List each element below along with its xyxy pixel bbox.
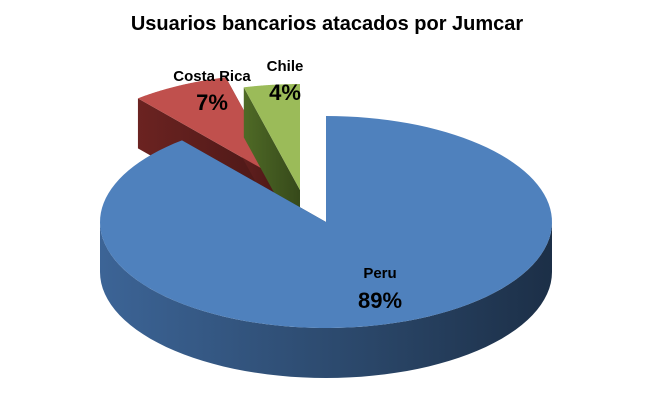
slice-peru xyxy=(100,116,552,328)
slice-side-peru xyxy=(100,222,552,378)
slice-costa-rica xyxy=(137,77,282,180)
value-chile: 4% xyxy=(269,80,301,105)
slice-chile xyxy=(243,84,300,190)
value-costa-rica: 7% xyxy=(196,90,228,115)
label-chile: Chile xyxy=(267,58,304,75)
label-peru: Peru xyxy=(363,265,396,282)
chart-title: Usuarios bancarios atacados por Jumcar xyxy=(131,13,524,35)
label-costa-rica: Costa Rica xyxy=(173,68,251,85)
value-peru: 89% xyxy=(358,288,402,313)
